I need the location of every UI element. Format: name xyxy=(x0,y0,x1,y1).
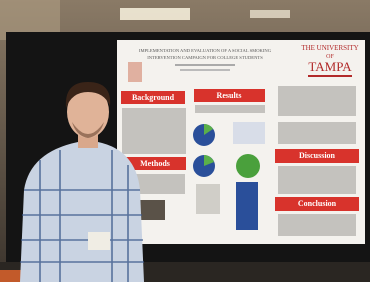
ceiling-light xyxy=(250,10,290,18)
section-title: Methods xyxy=(140,159,170,168)
poster-icon xyxy=(128,62,142,82)
photo-inset xyxy=(139,200,165,220)
photo: IMPLEMENTATION AND EVALUATION OF A SOCIA… xyxy=(0,0,370,282)
table-graphic xyxy=(233,122,265,144)
poster-title: INTERVENTION CAMPAIGN FOR COLLEGE STUDEN… xyxy=(147,55,263,60)
authors xyxy=(180,69,230,71)
pie-chart xyxy=(236,154,260,178)
poster-title: IMPLEMENTATION AND EVALUATION OF A SOCIA… xyxy=(139,48,272,53)
shirt xyxy=(20,142,144,282)
section-title: Discussion xyxy=(299,151,336,160)
logo-text: THE UNIVERSITY xyxy=(301,44,358,52)
ceiling-light xyxy=(120,8,190,20)
section-title: Background xyxy=(132,93,175,102)
name-badge xyxy=(88,232,110,250)
logo-text: TAMPA xyxy=(308,59,352,74)
table-graphic xyxy=(196,184,220,214)
logo-rule xyxy=(308,75,352,77)
page: IMPLEMENTATION AND EVALUATION OF A SOCIA… xyxy=(0,0,370,282)
flyer xyxy=(236,182,258,230)
section-title: Conclusion xyxy=(298,199,337,208)
section-title: Results xyxy=(217,91,242,100)
authors xyxy=(175,64,235,66)
